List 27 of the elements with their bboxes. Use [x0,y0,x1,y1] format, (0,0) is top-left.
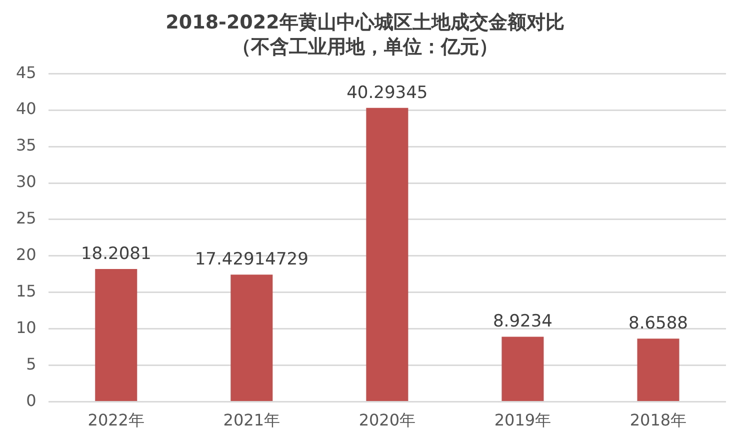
y-tick-label: 15 [16,282,36,301]
data-label: 18.2081 [80,244,152,264]
data-label: 40.29345 [346,82,428,103]
x-tick-label: 2018年 [630,410,687,430]
data-label: 8.6588 [628,314,688,334]
bar [502,336,544,402]
chart-title: 2018-2022年黄山中心城区土地成交金额对比 [166,11,564,34]
x-tick-label: 2022年 [88,410,144,430]
bar [95,269,138,402]
y-tick-label: 10 [16,318,36,338]
x-tick-label: 2021年 [223,410,280,430]
bar [230,274,273,402]
bar [366,108,408,402]
y-tick-label: 35 [16,136,36,155]
y-tick-label: 20 [16,245,36,264]
y-tick-label: 25 [16,208,36,228]
x-tick-label: 2020年 [358,410,416,430]
data-label: 17.42914729 [194,250,308,270]
data-label: 8.9234 [492,312,552,332]
y-tick-label: 5 [26,354,36,374]
y-tick-label: 45 [16,62,36,82]
x-tick-label: 2019年 [494,410,552,430]
y-tick-label: 40 [16,99,36,118]
chart-subtitle: （不含工业用地，单位：亿元） [232,36,498,58]
y-tick-label: 30 [16,172,36,192]
y-tick-label: 0 [26,390,36,410]
bar [637,338,680,402]
